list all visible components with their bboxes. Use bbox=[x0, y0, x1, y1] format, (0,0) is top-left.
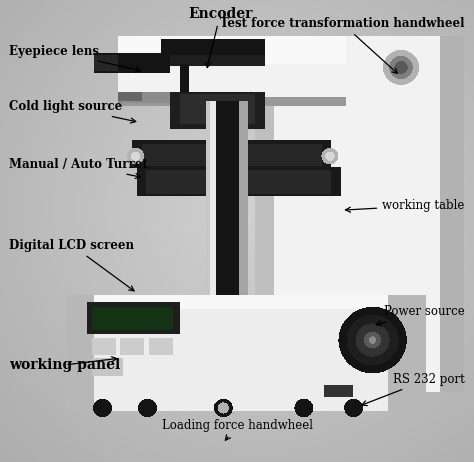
Text: Cold light source: Cold light source bbox=[9, 100, 136, 123]
Text: Eyepiece lens: Eyepiece lens bbox=[9, 45, 140, 72]
Text: Power source: Power source bbox=[376, 305, 465, 326]
Text: Encoder: Encoder bbox=[188, 7, 253, 67]
Text: working panel: working panel bbox=[9, 357, 121, 372]
Text: Test force transformation handwheel: Test force transformation handwheel bbox=[220, 17, 465, 73]
Text: Loading force handwheel: Loading force handwheel bbox=[162, 419, 312, 440]
Text: RS 232 port: RS 232 port bbox=[362, 373, 465, 406]
Text: Digital LCD screen: Digital LCD screen bbox=[9, 239, 135, 291]
Text: working table: working table bbox=[346, 199, 465, 212]
Text: Manual / Auto Turret: Manual / Auto Turret bbox=[9, 158, 148, 178]
